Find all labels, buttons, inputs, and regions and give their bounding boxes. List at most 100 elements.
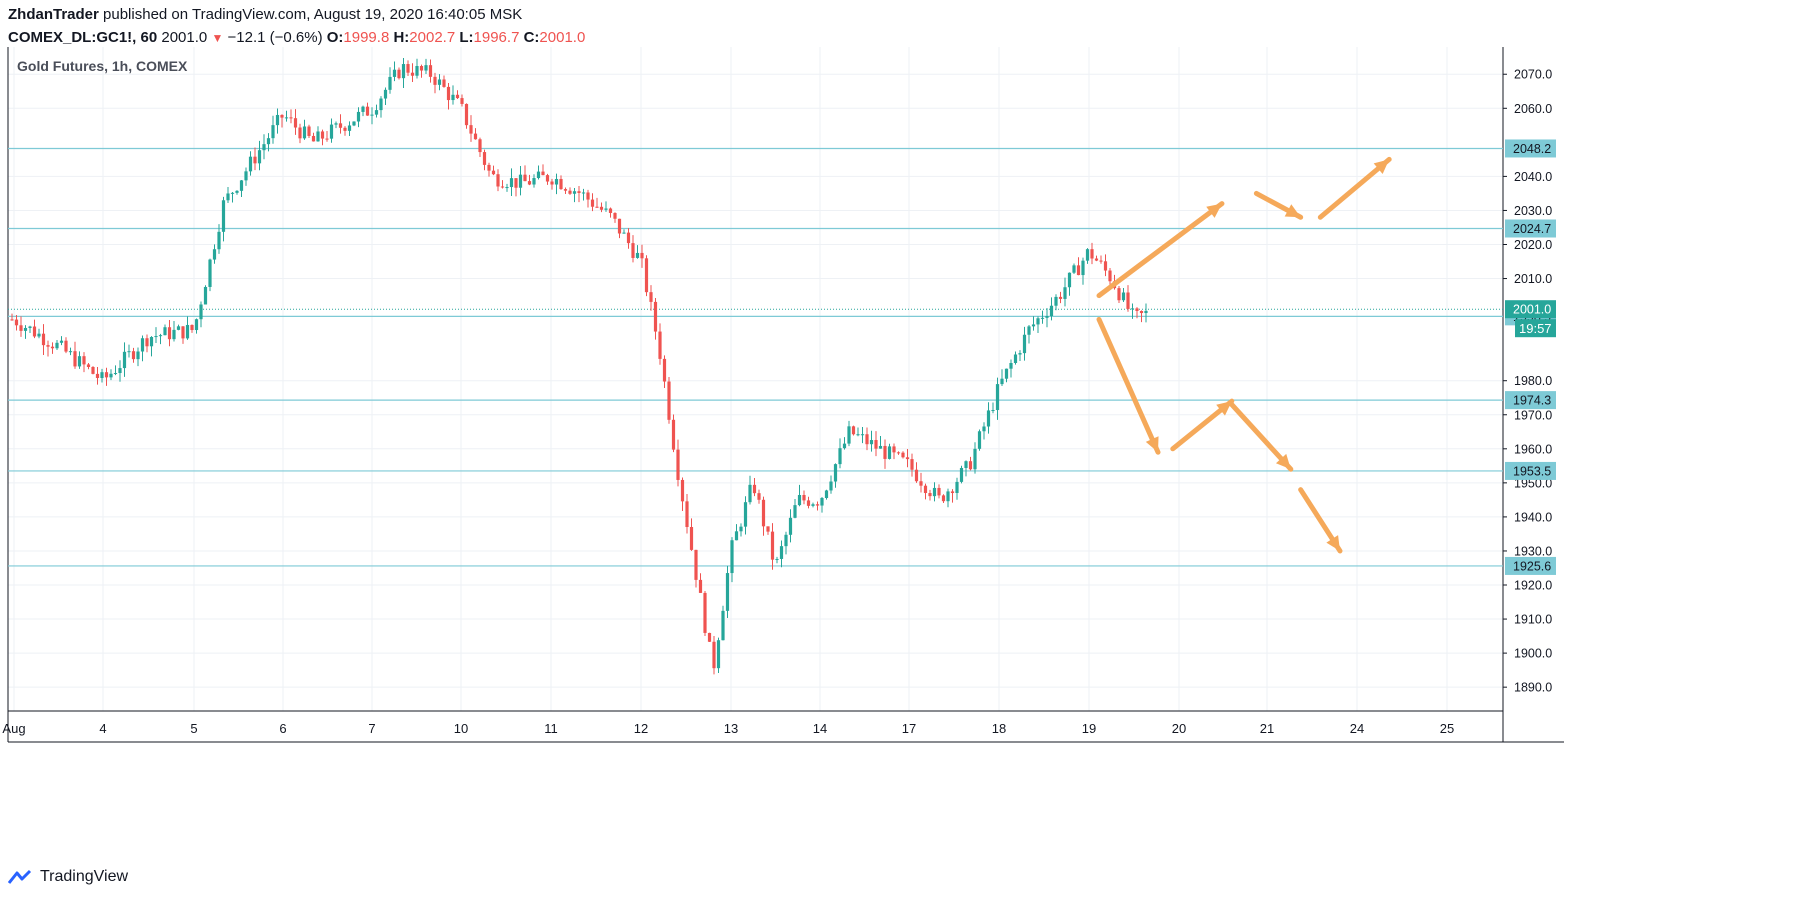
candle-body [509,178,514,188]
candle-body [874,440,878,449]
candle-body [284,117,289,119]
candle-body [770,531,775,560]
candle-body [451,94,455,101]
candle-body [991,410,995,412]
candle-body [734,531,739,541]
y-tick-label: 1910.0 [1514,613,1552,627]
candle-body [514,178,518,188]
candle-body [131,351,136,360]
chart-title: Gold Futures, 1h, COMEX [17,58,188,74]
candle-body [316,131,320,142]
candle-body [1090,249,1094,259]
candle-body [113,373,118,375]
candle-body [887,446,892,459]
level-price-badge-bg [1505,461,1556,480]
candle-body [406,64,410,73]
candle-body [1000,378,1004,385]
candle-body [73,351,77,367]
candle-body [941,495,946,502]
x-tick-label: 24 [1350,721,1364,736]
candle-body [964,461,968,468]
candle-body [302,126,307,139]
y-tick-label: 1920.0 [1514,579,1552,593]
candle-body [716,640,721,669]
y-tick-label: 1940.0 [1514,510,1552,524]
candle-body [59,340,64,343]
candle-body [37,333,41,337]
candle-body [685,501,689,528]
candle-body [401,64,406,79]
y-tick-label: 1970.0 [1514,408,1552,422]
candle-body [829,481,833,491]
candle-body [788,517,793,535]
candle-body [365,106,370,116]
candle-body [698,579,703,593]
countdown-badge-bg [1515,319,1556,338]
candle-body [959,467,964,482]
candle-body [104,372,109,378]
candle-body [491,170,496,175]
level-price-badge: 1925.6 [1513,559,1551,573]
forecast-arrowhead [1216,401,1232,416]
candle-body [298,127,302,139]
symbol-label: COMEX_DL:GC1!, 60 [8,29,158,46]
candle-body [289,117,293,119]
x-tick-label: Aug [2,721,25,736]
candle-body [334,123,338,125]
candle-body [14,319,19,326]
candle-body [712,641,716,669]
candle-body [1094,258,1099,261]
candle-body [208,259,212,287]
candle-body [230,192,235,194]
candle-body [725,573,730,611]
candle-body [10,319,14,321]
candle-body [464,103,469,126]
candle-body [667,381,671,420]
open-label: O: [326,29,344,46]
candle-body [910,459,914,470]
candle-body [176,326,181,330]
candle-body [469,125,473,134]
y-tick-label: 1980.0 [1514,374,1552,388]
x-tick-label: 13 [724,721,738,736]
candle-body [221,200,226,232]
candle-body [383,89,388,99]
candle-body [217,231,221,250]
candle-body [172,329,176,340]
candle-body [1076,265,1081,276]
y-tick-label: 1890.0 [1514,681,1552,695]
candle-body [658,331,662,359]
candle-body [824,490,829,499]
tradingview-footer[interactable]: TradingView [8,868,128,886]
candle-body [1108,270,1112,282]
candle-body [914,469,919,482]
candle-body [1022,334,1027,354]
candle-body [487,164,491,171]
candle-body [680,479,685,502]
candle-body [631,243,635,258]
candle-body [649,292,653,302]
candle-body [851,426,856,435]
candle-body [694,549,698,580]
candle-body [743,502,748,527]
candle-body [1117,288,1121,301]
candle-body [1085,249,1090,261]
candle-body [262,144,266,151]
candle-body [554,178,559,185]
candle-body [244,171,248,181]
candle-body [361,106,365,112]
author-name[interactable]: ZhdanTrader [8,6,99,23]
current-price-badge-bg [1505,300,1556,319]
x-tick-label: 7 [368,721,375,736]
candle-body [320,131,325,139]
candle-body [442,79,446,87]
candle-body [523,174,527,182]
candle-body [973,448,977,470]
level-price-badge: 1953.5 [1513,464,1551,478]
candle-body [460,98,464,104]
candle-body [662,358,667,382]
x-tick-label: 25 [1440,721,1454,736]
candle-body [847,426,851,444]
